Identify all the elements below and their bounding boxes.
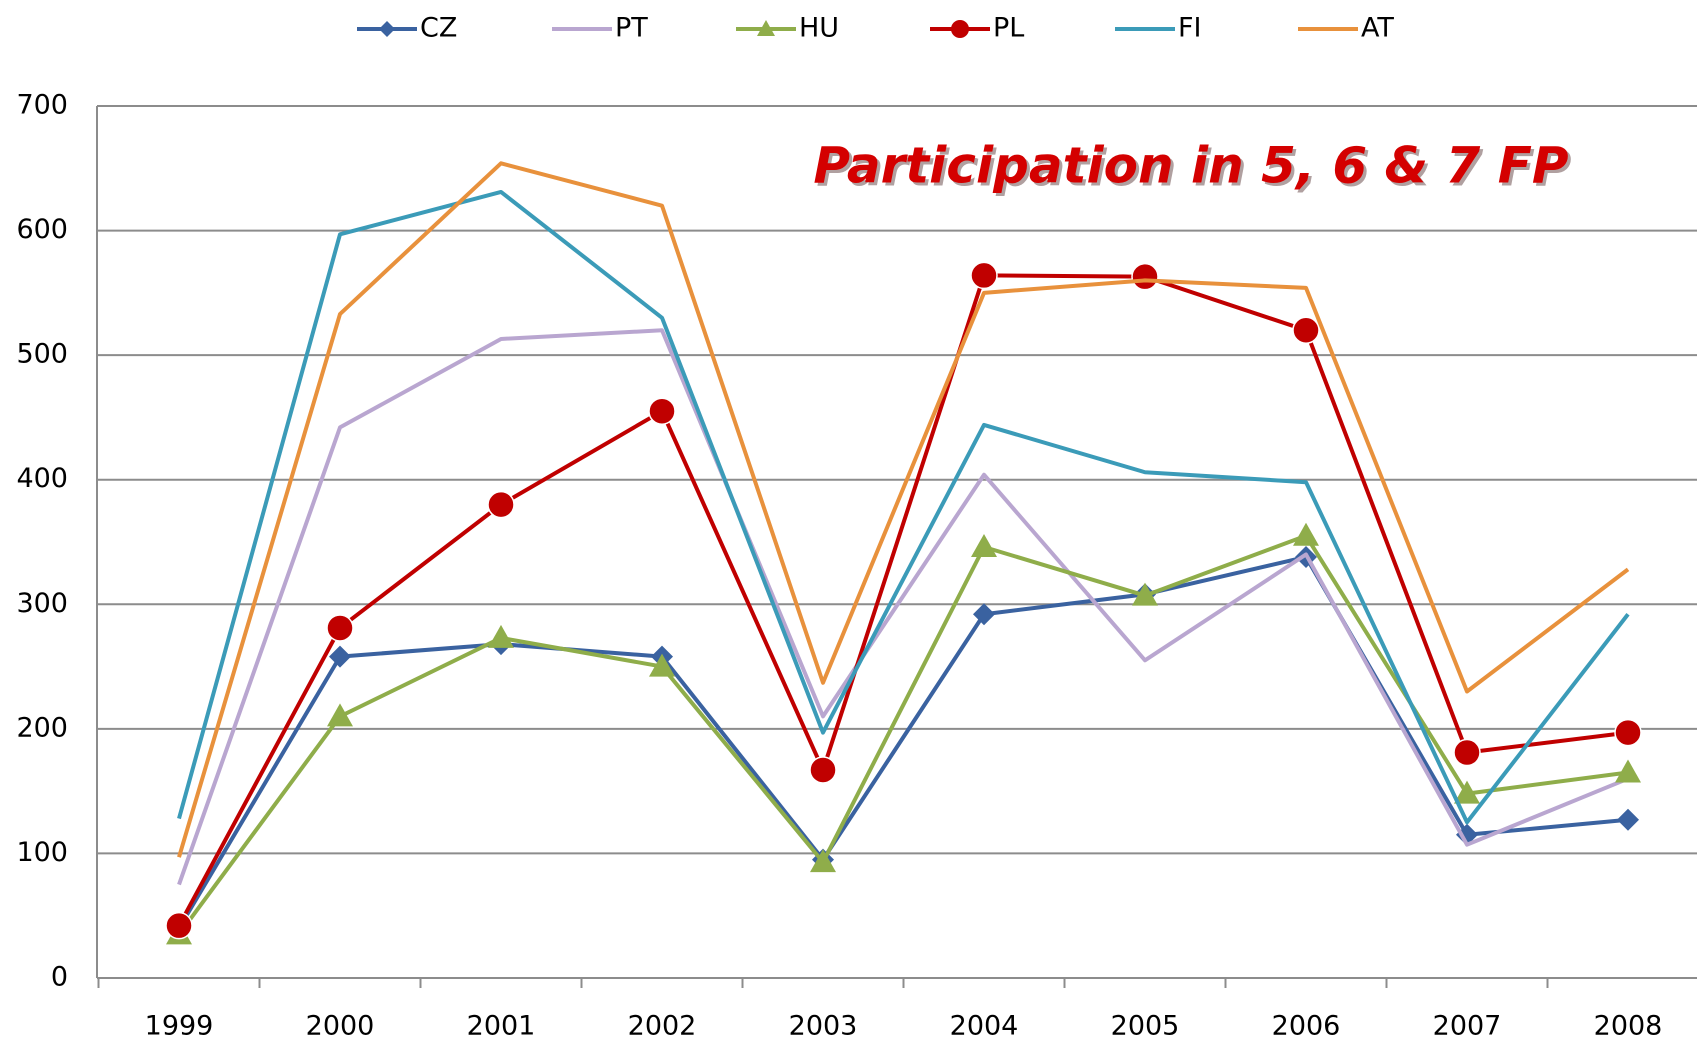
marker <box>1615 759 1641 782</box>
y-tick-label: 500 <box>16 339 68 370</box>
series-line <box>179 163 1628 857</box>
x-tick-label: 2007 <box>1433 1011 1502 1042</box>
legend-label: AT <box>1361 13 1394 44</box>
y-tick-label: 200 <box>16 712 68 743</box>
marker <box>327 615 353 641</box>
marker <box>488 492 514 518</box>
y-tick-label: 600 <box>16 214 68 245</box>
x-tick-label: 2003 <box>789 1011 858 1042</box>
x-tick-label: 2005 <box>1111 1011 1180 1042</box>
legend-marker <box>379 21 395 37</box>
x-tick-label: 2002 <box>628 1011 697 1042</box>
x-tick-label: 2006 <box>1272 1011 1341 1042</box>
chart: Participation in 5, 6 & 7 FP Participati… <box>0 0 1697 1046</box>
marker <box>488 625 514 648</box>
marker <box>1454 740 1480 766</box>
x-tick-label: 2001 <box>467 1011 536 1042</box>
y-tick-label: 700 <box>16 90 68 121</box>
x-tick-label: 2000 <box>306 1011 375 1042</box>
marker <box>971 262 997 288</box>
y-tick-label: 400 <box>16 463 68 494</box>
legend-label: CZ <box>420 13 457 44</box>
marker <box>166 913 192 939</box>
marker <box>973 603 995 625</box>
x-tick-label: 2008 <box>1594 1011 1663 1042</box>
page: Participation in 5, 6 & 7 FP Participati… <box>0 0 1697 1046</box>
legend-label: PT <box>615 13 648 44</box>
y-tick-label: 0 <box>51 962 68 993</box>
marker <box>810 757 836 783</box>
marker <box>329 646 351 668</box>
series-line <box>179 275 1628 925</box>
y-tick-label: 100 <box>16 837 68 868</box>
marker <box>1617 809 1639 831</box>
legend-label: HU <box>799 13 839 44</box>
series-line <box>179 192 1628 822</box>
x-tick-label: 2004 <box>950 1011 1019 1042</box>
chart-title: Participation in 5, 6 & 7 FP <box>813 137 1568 195</box>
marker <box>649 398 675 424</box>
marker <box>1293 317 1319 343</box>
marker <box>971 534 997 557</box>
marker <box>327 703 353 726</box>
marker <box>1615 720 1641 746</box>
legend-marker <box>951 20 969 38</box>
marker <box>1132 264 1158 290</box>
x-tick-label: 1999 <box>145 1011 214 1042</box>
y-tick-label: 300 <box>16 588 68 619</box>
legend-label: FI <box>1178 13 1202 44</box>
legend-label: PL <box>993 13 1024 44</box>
marker <box>1293 523 1319 546</box>
